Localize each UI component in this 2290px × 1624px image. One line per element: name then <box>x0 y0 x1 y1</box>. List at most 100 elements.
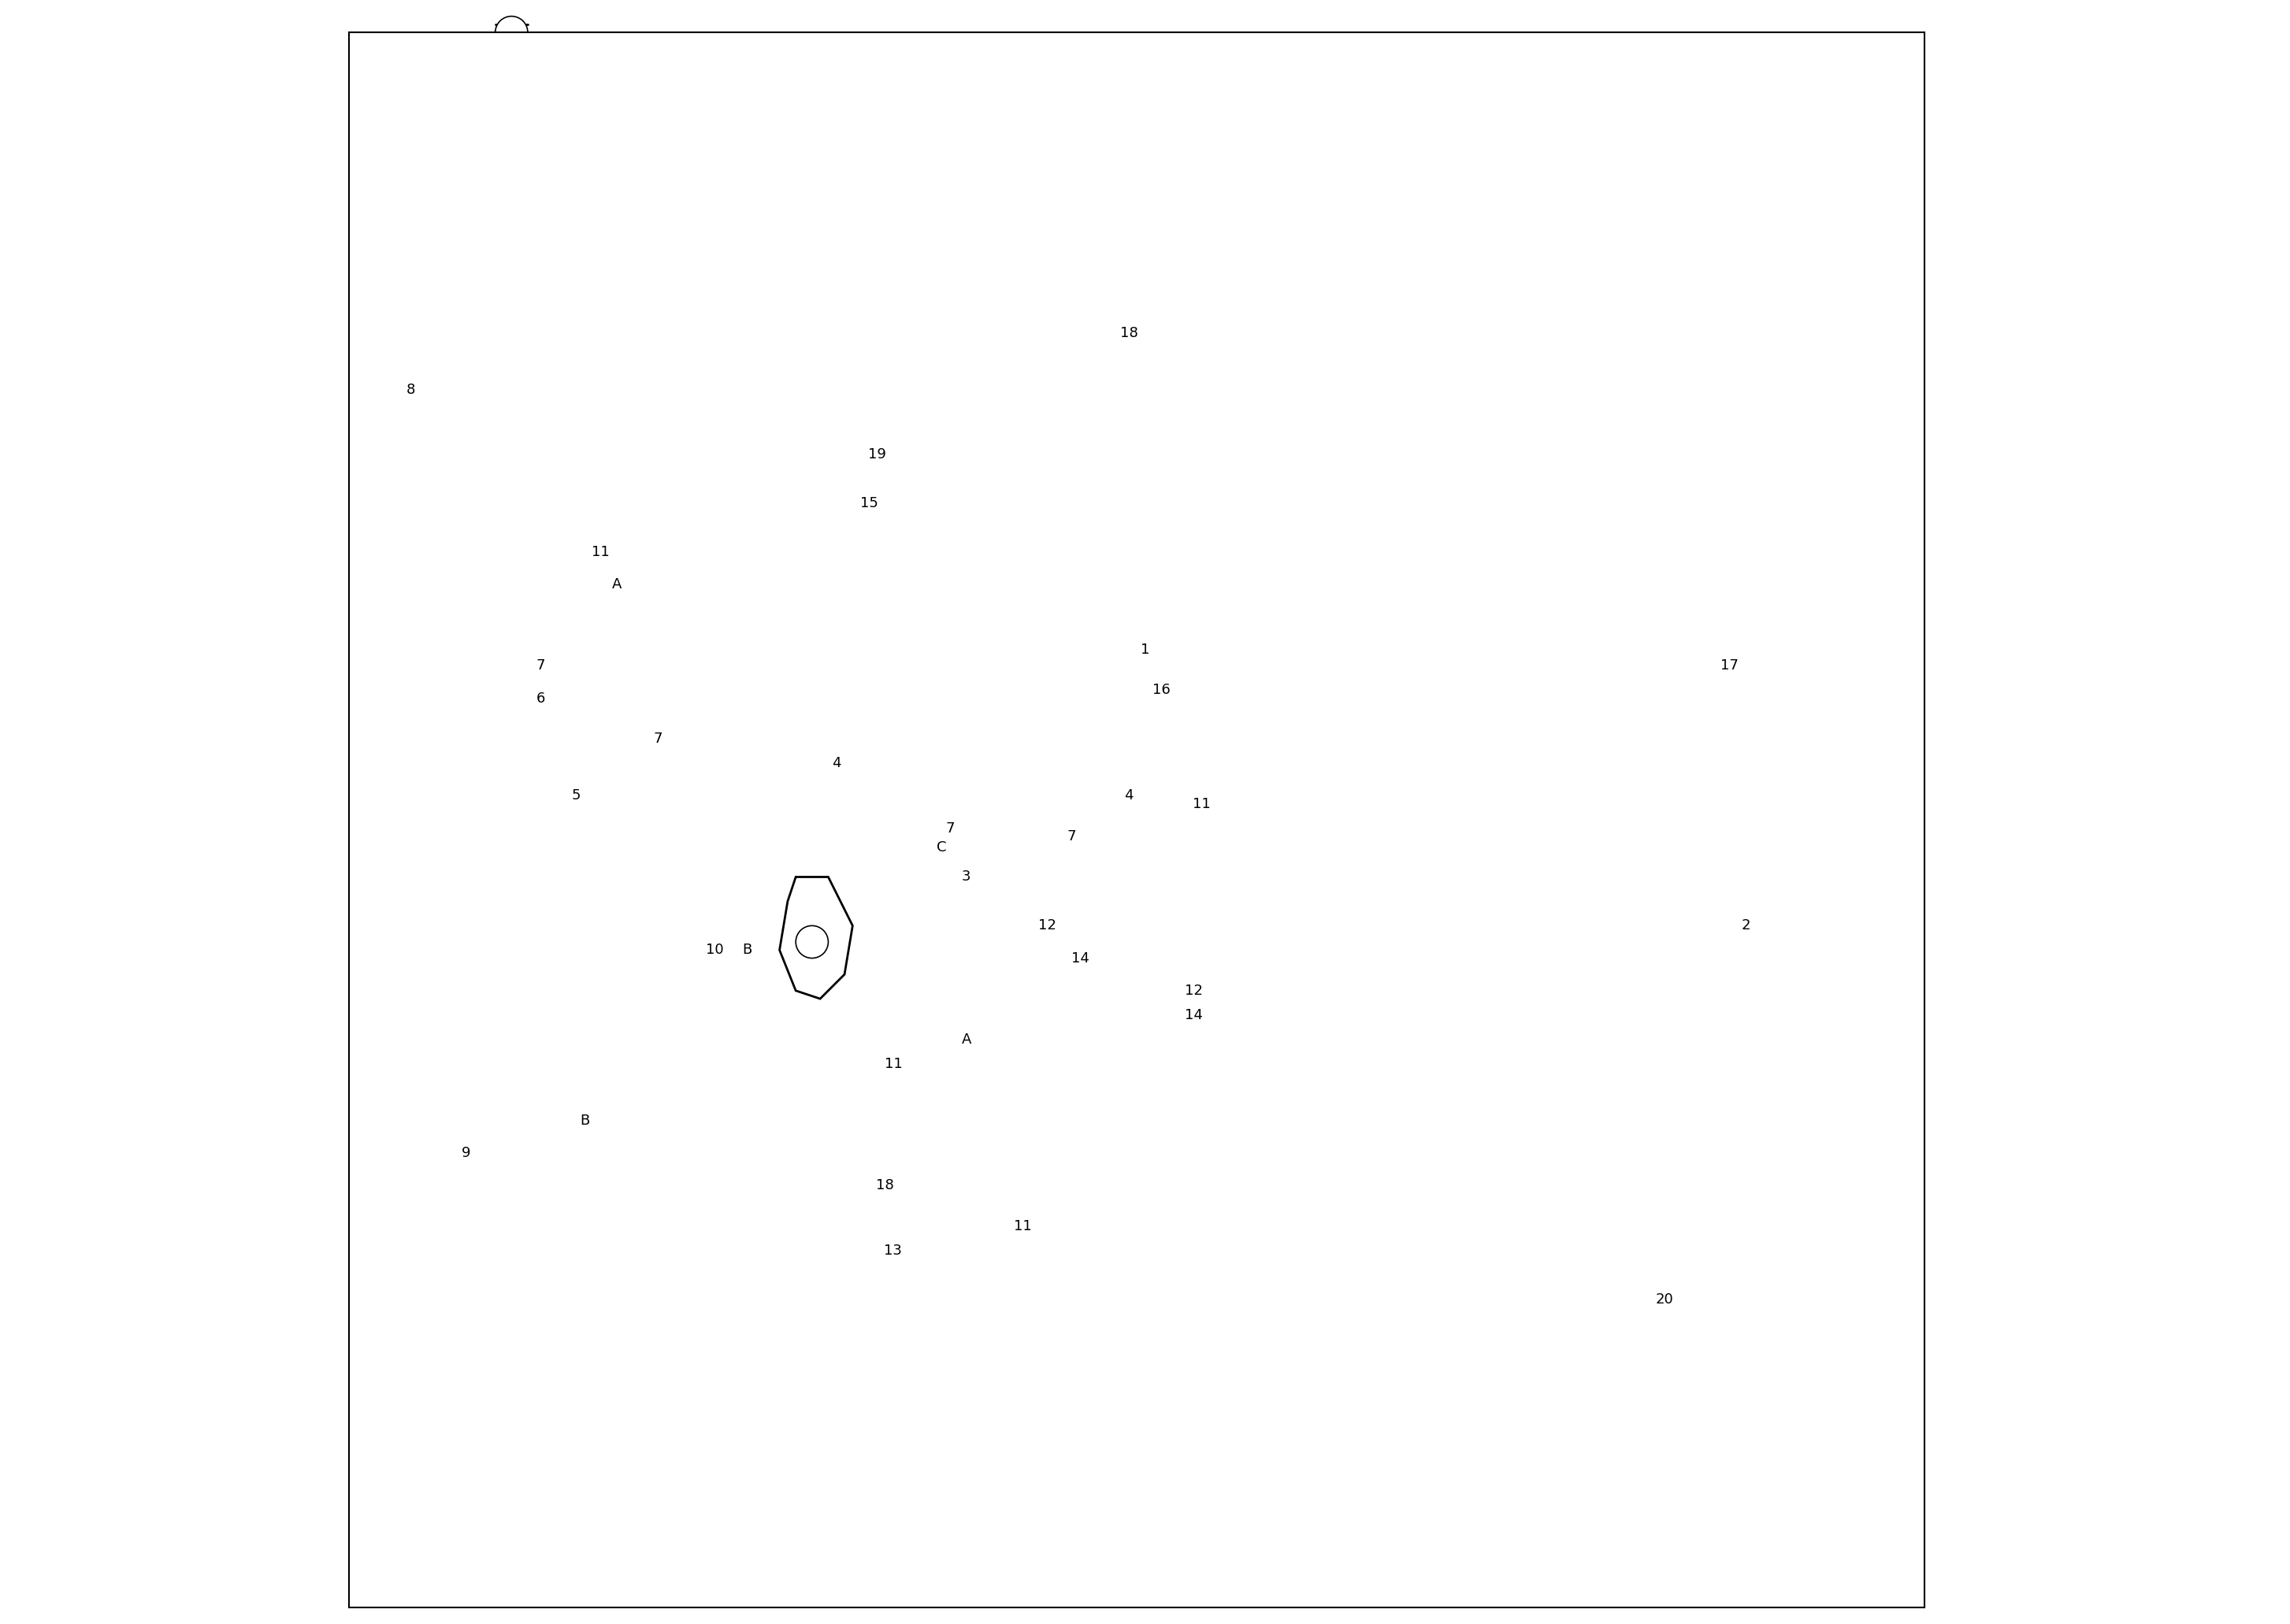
Circle shape <box>1782 515 1807 541</box>
Text: 7: 7 <box>536 659 545 672</box>
Circle shape <box>398 978 424 1004</box>
Circle shape <box>502 104 522 123</box>
Ellipse shape <box>1005 1192 1042 1237</box>
Circle shape <box>1010 1202 1035 1228</box>
Circle shape <box>431 1075 456 1101</box>
Text: B: B <box>579 1114 589 1127</box>
Text: 4: 4 <box>1124 789 1134 802</box>
Text: 1: 1 <box>1140 643 1150 656</box>
Circle shape <box>1718 905 1743 931</box>
Ellipse shape <box>795 737 813 767</box>
Text: 11: 11 <box>591 546 609 559</box>
Ellipse shape <box>790 729 818 775</box>
Ellipse shape <box>689 737 705 767</box>
Text: B: B <box>742 944 751 957</box>
Text: 5: 5 <box>572 789 582 802</box>
Text: 14: 14 <box>1072 952 1090 965</box>
Circle shape <box>1189 1051 1216 1077</box>
Circle shape <box>1143 279 1163 299</box>
Text: A: A <box>611 578 623 591</box>
Text: 8: 8 <box>405 383 414 396</box>
Circle shape <box>1232 622 1367 758</box>
Text: 7: 7 <box>1067 830 1076 843</box>
Circle shape <box>504 577 520 593</box>
Circle shape <box>495 16 527 49</box>
Circle shape <box>627 1043 655 1069</box>
Polygon shape <box>779 877 852 999</box>
Ellipse shape <box>527 728 561 776</box>
Circle shape <box>1399 507 1427 533</box>
Polygon shape <box>1617 1226 1859 1286</box>
Ellipse shape <box>618 729 648 775</box>
Bar <box>1550 1137 1917 1462</box>
Circle shape <box>1818 559 1837 578</box>
Text: 20: 20 <box>1656 1293 1674 1306</box>
Ellipse shape <box>861 737 877 767</box>
Ellipse shape <box>854 729 884 775</box>
Ellipse shape <box>957 815 976 841</box>
Ellipse shape <box>1031 823 1047 849</box>
Text: 7: 7 <box>946 822 955 835</box>
Circle shape <box>1243 682 1438 877</box>
Text: 19: 19 <box>868 448 886 461</box>
Circle shape <box>1031 354 1065 387</box>
Ellipse shape <box>1024 814 1056 859</box>
Ellipse shape <box>442 1140 476 1199</box>
Ellipse shape <box>1184 1041 1221 1086</box>
Circle shape <box>1198 970 1223 996</box>
Ellipse shape <box>426 1060 460 1117</box>
Text: 17: 17 <box>1720 659 1738 672</box>
Text: 12: 12 <box>1040 919 1056 932</box>
Polygon shape <box>1129 268 1193 318</box>
Ellipse shape <box>625 737 641 767</box>
Circle shape <box>1189 1010 1216 1036</box>
Text: 11: 11 <box>1193 797 1211 810</box>
Text: 13: 13 <box>884 1244 902 1257</box>
Text: 11: 11 <box>1014 1220 1033 1233</box>
Text: 18: 18 <box>1120 326 1138 339</box>
Ellipse shape <box>490 101 531 127</box>
Ellipse shape <box>561 737 577 767</box>
Text: C: C <box>937 841 946 854</box>
Ellipse shape <box>916 728 953 776</box>
Ellipse shape <box>1214 702 1239 734</box>
Circle shape <box>1168 279 1186 299</box>
Text: 3: 3 <box>962 870 971 883</box>
Circle shape <box>1260 650 1340 731</box>
Ellipse shape <box>1184 999 1221 1047</box>
Ellipse shape <box>1713 895 1747 940</box>
Ellipse shape <box>394 961 428 1020</box>
Ellipse shape <box>561 728 598 776</box>
Circle shape <box>632 1140 657 1166</box>
Text: 11: 11 <box>884 1057 902 1070</box>
Circle shape <box>447 1156 472 1182</box>
Ellipse shape <box>950 806 982 851</box>
Text: 9: 9 <box>463 1147 469 1160</box>
Ellipse shape <box>490 728 527 776</box>
Text: 12: 12 <box>1184 984 1202 997</box>
Circle shape <box>795 926 829 958</box>
Ellipse shape <box>495 575 527 594</box>
Text: 10: 10 <box>705 944 724 957</box>
Ellipse shape <box>1081 818 1113 864</box>
Ellipse shape <box>554 729 584 775</box>
Text: 7: 7 <box>653 732 662 745</box>
Text: A: A <box>962 1033 971 1046</box>
Ellipse shape <box>685 729 712 775</box>
Text: 4: 4 <box>831 757 840 770</box>
Ellipse shape <box>1088 828 1104 854</box>
Circle shape <box>1488 474 1516 500</box>
Polygon shape <box>868 341 1177 425</box>
Text: 2: 2 <box>1740 919 1750 932</box>
Ellipse shape <box>1211 674 1241 690</box>
Circle shape <box>1308 747 1372 812</box>
Circle shape <box>1418 801 1440 823</box>
Ellipse shape <box>1211 690 1241 706</box>
Text: 16: 16 <box>1152 684 1170 697</box>
Ellipse shape <box>976 380 996 406</box>
Text: 15: 15 <box>859 497 877 510</box>
Ellipse shape <box>627 1124 662 1182</box>
Ellipse shape <box>1193 958 1227 1007</box>
Circle shape <box>747 927 765 947</box>
Text: 14: 14 <box>1184 1009 1202 1021</box>
